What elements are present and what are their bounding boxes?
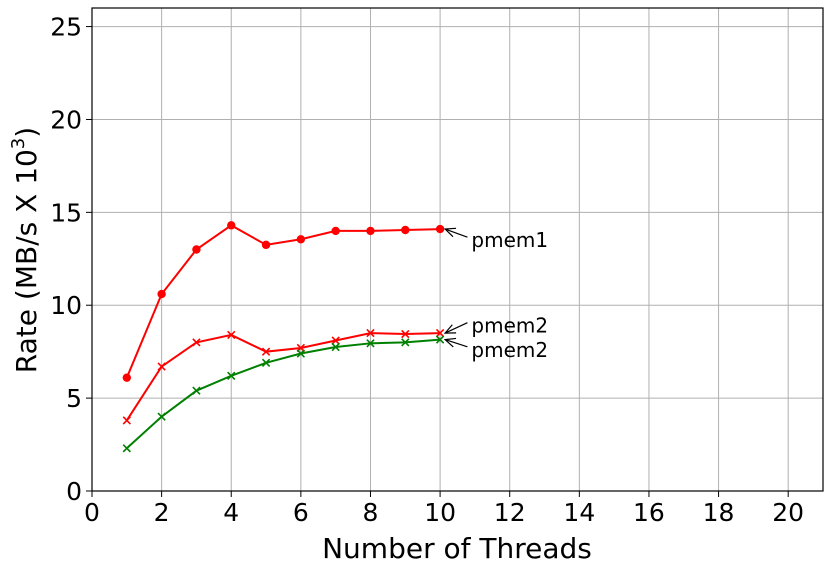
x-tick-label: 16 [633,498,665,527]
data-point [227,371,236,380]
data-point [331,226,340,236]
data-point [296,235,306,244]
data-point [261,240,271,250]
x-tick-label: 18 [703,498,735,527]
data-point [192,245,201,254]
data-point [435,328,445,338]
series-line [126,338,441,450]
tick-labels: 0 2 4 6 8 10 12 14 16 18 20 0 5 10 15 20 25 [50,13,804,527]
annotation-arrow-shaft [444,228,468,238]
x-tick-label: 8 [363,498,379,527]
y-axis-label-tail: ) [10,127,43,138]
series-line [125,332,441,421]
x-tick-label: 6 [293,498,309,527]
data-point [401,225,410,235]
data-point [366,226,375,236]
annotation: pmem2 [443,314,548,338]
data-point [227,330,236,340]
data-point [157,412,166,421]
x-tick-label: 12 [494,498,526,527]
x-axis-label: Number of Threads [322,532,592,565]
data-point [157,362,166,371]
series-1 [122,221,445,382]
x-tick-label: 14 [563,498,595,527]
data-point [261,358,271,367]
y-axis-label-main: Rate (MB/s X 10 [10,149,43,373]
annotation-label: pmem1 [471,228,548,252]
y-tick-label: 25 [50,13,82,42]
data-point [331,336,340,345]
data-point [192,386,201,395]
annotation: pmem2 [443,337,548,362]
data-point [122,444,131,453]
annotation-label: pmem2 [471,314,548,338]
data-point [261,347,271,356]
data-point [401,338,410,347]
x-tick-label: 2 [154,498,170,527]
data-point [331,342,340,352]
annotation: pmem1 [443,227,548,252]
data-point [122,373,132,382]
plot-frame [91,7,824,492]
data-point [296,349,306,358]
data-point [157,289,166,299]
y-tick-label: 15 [50,198,82,227]
data-point [192,338,201,347]
data-point [122,416,131,425]
y-axis-label-exponent: 3 [8,138,29,149]
x-tick-label: 4 [223,498,239,527]
annotation-arrow-shaft [444,322,468,334]
y-tick-label: 10 [50,291,82,320]
data-point [227,221,236,230]
series-line [125,224,441,379]
y-tick-label: 0 [66,477,82,506]
annotation-arrow-shaft [444,339,468,348]
data-point [401,329,410,339]
y-axis-label: Rate (MB/s X 103) [8,127,43,373]
annotation-label: pmem2 [471,338,548,362]
series-group [122,221,445,453]
x-tick-label: 0 [84,498,100,527]
annotation-arrow-head [443,324,457,334]
x-tick-label: 10 [424,498,456,527]
series-3 [122,335,445,453]
grid-lines [91,8,823,492]
y-tick-label: 20 [50,105,82,134]
y-tick-label: 5 [66,384,82,413]
annotation-arrow-head [443,227,457,238]
x-tick-label: 20 [772,498,804,527]
data-point [366,328,375,338]
data-point [435,335,445,344]
annotation-arrow-head [443,337,457,348]
data-point [435,224,445,234]
data-point [366,339,375,348]
